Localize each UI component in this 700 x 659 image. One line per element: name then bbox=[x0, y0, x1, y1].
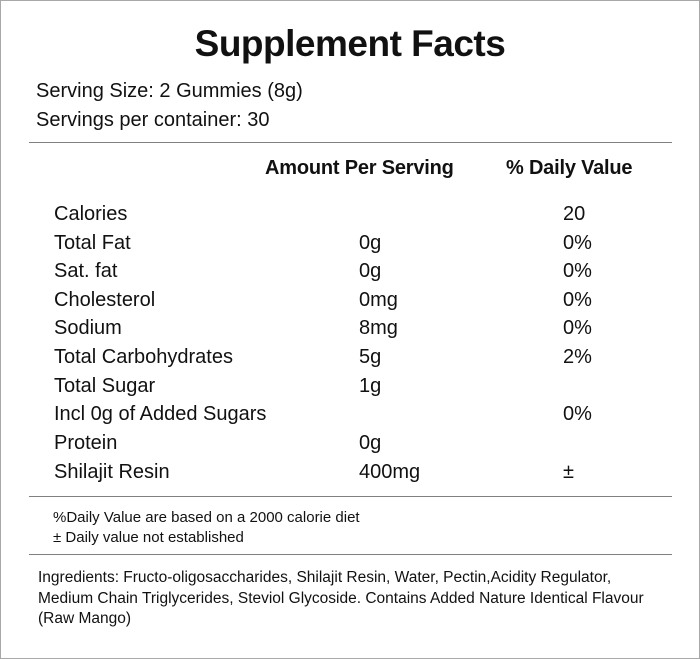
nutrient-amount: 0g bbox=[359, 232, 382, 254]
nutrient-row: Cholesterol 0mg 0% bbox=[1, 289, 699, 317]
nutrient-row: Sodium 8mg 0% bbox=[1, 317, 699, 345]
ingredients-text: Ingredients: Fructo-oligosaccharides, Sh… bbox=[38, 569, 644, 627]
nutrient-row: Total Carbohydrates 5g 2% bbox=[1, 346, 699, 374]
nutrient-row: Calories 20 bbox=[1, 203, 699, 231]
nutrient-name: Total Fat bbox=[54, 232, 131, 254]
nutrient-row: Total Fat 0g 0% bbox=[1, 232, 699, 260]
nutrient-amount: 1g bbox=[359, 375, 382, 397]
nutrient-name: Sat. fat bbox=[54, 260, 118, 282]
panel-title: Supplement Facts bbox=[194, 23, 506, 64]
nutrient-daily-value: 0% bbox=[563, 260, 592, 282]
nutrient-amount: 400mg bbox=[359, 461, 421, 483]
divider bbox=[29, 496, 672, 497]
footnote-daily-value: %Daily Value are based on a 2000 calorie… bbox=[53, 509, 360, 526]
nutrient-name: Incl 0g of Added Sugars bbox=[54, 403, 267, 425]
nutrient-row: Protein 0g bbox=[1, 432, 699, 460]
nutrient-amount: 0g bbox=[359, 432, 382, 454]
nutrient-name: Sodium bbox=[54, 317, 122, 339]
nutrient-amount: 0mg bbox=[359, 289, 398, 311]
nutrient-daily-value: 20 bbox=[563, 203, 586, 225]
nutrient-amount: 8mg bbox=[359, 317, 398, 339]
nutrient-daily-value: 0% bbox=[563, 317, 592, 339]
nutrient-amount: 5g bbox=[359, 346, 382, 368]
nutrient-daily-value: 0% bbox=[563, 289, 592, 311]
footnote-not-established: ± Daily value not established bbox=[53, 529, 244, 546]
nutrient-name: Shilajit Resin bbox=[54, 461, 170, 483]
nutrient-name: Calories bbox=[54, 203, 128, 225]
nutrient-row: Total Sugar 1g bbox=[1, 375, 699, 403]
divider bbox=[29, 554, 672, 555]
nutrient-daily-value: 2% bbox=[563, 346, 592, 368]
servings-per-container: Servings per container: 30 bbox=[36, 109, 270, 131]
nutrient-daily-value: 0% bbox=[563, 232, 592, 254]
column-header-daily-value: % Daily Value bbox=[506, 157, 633, 179]
nutrient-name: Total Sugar bbox=[54, 375, 156, 397]
nutrient-row: Shilajit Resin 400mg ± bbox=[1, 461, 699, 489]
nutrient-daily-value: 0% bbox=[563, 403, 592, 425]
nutrient-daily-value: ± bbox=[563, 461, 574, 483]
divider bbox=[29, 142, 672, 143]
nutrient-amount: 0g bbox=[359, 260, 382, 282]
nutrient-row: Sat. fat 0g 0% bbox=[1, 260, 699, 288]
nutrient-name: Protein bbox=[54, 432, 118, 454]
nutrient-row: Incl 0g of Added Sugars 0% bbox=[1, 403, 699, 431]
serving-size: Serving Size: 2 Gummies (8g) bbox=[36, 80, 303, 102]
nutrient-name: Cholesterol bbox=[54, 289, 156, 311]
nutrient-name: Total Carbohydrates bbox=[54, 346, 233, 368]
column-header-amount: Amount Per Serving bbox=[265, 157, 454, 179]
